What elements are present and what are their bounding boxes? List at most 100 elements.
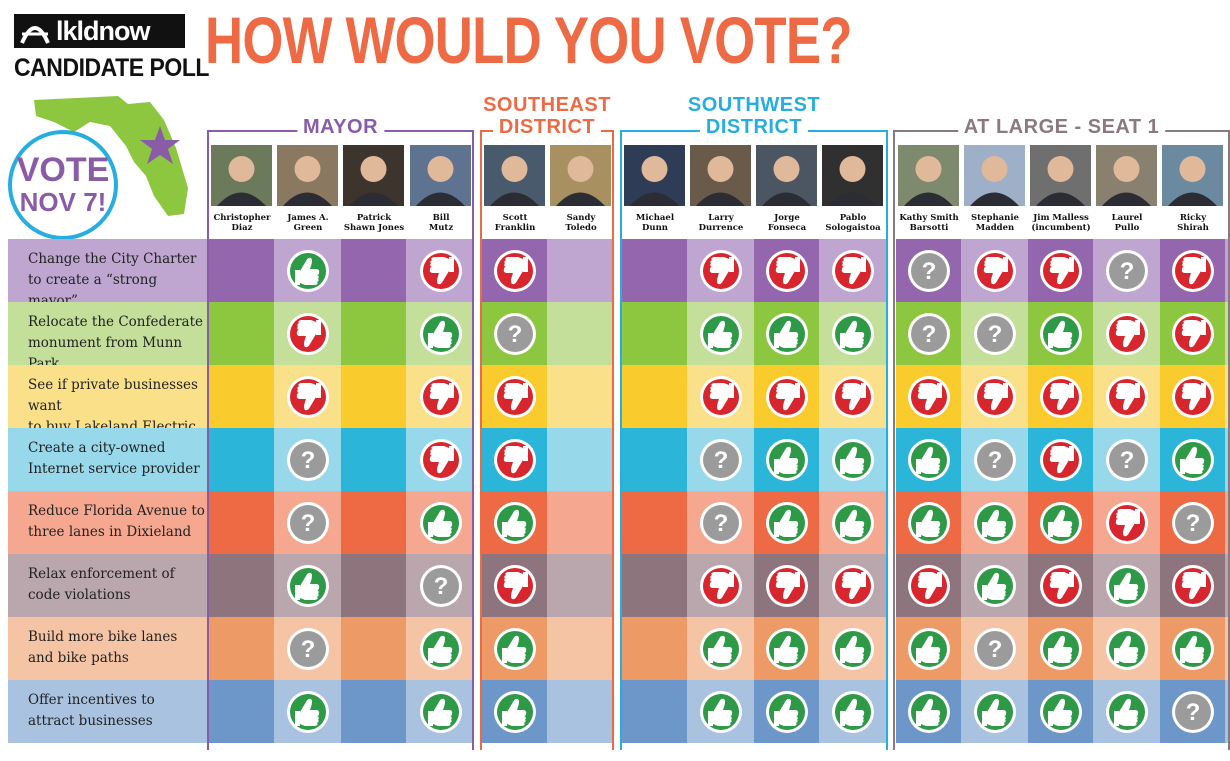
question-icon: ? (1171, 690, 1214, 733)
candidate-name: Stephanie Madden (971, 213, 1019, 233)
question-icon: ? (419, 564, 462, 607)
thumbs-down-icon (1039, 564, 1082, 607)
candidate-name: Patrick Shawn Jones (343, 213, 405, 233)
candidate-photo (822, 145, 883, 206)
table-cell (209, 491, 274, 554)
thumbs-down-icon (493, 375, 536, 418)
thumbs-up-icon (699, 627, 742, 670)
thumbs-up-icon (907, 627, 950, 670)
question-icon: ? (493, 312, 536, 355)
thumbs-up-icon (831, 438, 874, 481)
thumbs-up-icon (1039, 690, 1082, 733)
thumbs-up-icon (286, 249, 329, 292)
table-cell (209, 428, 274, 491)
table-cell (622, 365, 687, 428)
candidate-name: Scott Franklin (494, 213, 536, 233)
thumbs-down-icon (1039, 249, 1082, 292)
thumbs-down-icon (907, 375, 950, 418)
thumbs-up-icon (699, 690, 742, 733)
thumbs-down-icon (286, 375, 329, 418)
thumbs-down-icon (419, 438, 462, 481)
svg-text:?: ? (921, 321, 936, 348)
question-label-line: See if private businesses want (28, 377, 198, 414)
thumbs-up-icon (419, 690, 462, 733)
group-title: SOUTHEAST DISTRICT (483, 94, 611, 138)
group-gap (614, 239, 622, 743)
question-label: Create a city-owned Internet service prov… (28, 438, 208, 480)
vote-badge-date: NOV 7! (19, 187, 107, 217)
question-icon: ? (973, 312, 1016, 355)
svg-text:?: ? (713, 447, 728, 474)
question-icon: ? (699, 438, 742, 481)
group-title: SOUTHWEST DISTRICT (687, 94, 821, 138)
candidate-photo (624, 145, 685, 206)
svg-text:?: ? (300, 510, 315, 537)
question-label-line: Relax enforcement of (28, 566, 175, 582)
thumbs-up-icon (1105, 627, 1148, 670)
question-icon: ? (286, 627, 329, 670)
question-label-line: Create a city-owned (28, 440, 166, 456)
thumbs-down-icon (907, 564, 950, 607)
svg-text:?: ? (987, 321, 1002, 348)
candidate-name: Ricky Shirah (1177, 213, 1209, 233)
candidate-name: Larry Durrence (698, 213, 744, 233)
table-cell (622, 302, 687, 365)
thumbs-down-icon (765, 375, 808, 418)
thumbs-up-icon (973, 501, 1016, 544)
question-label: Reduce Florida Avenue to three lanes in D… (28, 501, 208, 543)
table-cell (622, 239, 687, 302)
candidate-photo (756, 145, 817, 206)
thumbs-up-icon (765, 690, 808, 733)
table-cell (622, 617, 687, 680)
thumbs-up-icon (907, 501, 950, 544)
candidate-photo (964, 145, 1025, 206)
table-cell (209, 554, 274, 617)
thumbs-down-icon (1105, 375, 1148, 418)
thumbs-down-icon (419, 249, 462, 292)
table-cell (209, 617, 274, 680)
question-label-line: attract businesses (28, 713, 153, 729)
group-title: MAYOR (296, 116, 385, 138)
star-icon (140, 126, 180, 164)
logo-text: lkldnow (56, 16, 150, 46)
question-icon: ? (973, 438, 1016, 481)
thumbs-down-icon (493, 249, 536, 292)
candidate-photo (1162, 145, 1223, 206)
thumbs-up-icon (1171, 627, 1214, 670)
thumbs-down-icon (493, 438, 536, 481)
svg-text:?: ? (713, 510, 728, 537)
question-label-line: Change the City Charter (28, 251, 197, 267)
candidate-name: Christopher Diaz (213, 213, 271, 233)
thumbs-up-icon (831, 501, 874, 544)
thumbs-down-icon (1171, 564, 1214, 607)
thumbs-down-icon (1039, 438, 1082, 481)
candidate-photo (343, 145, 404, 206)
candidate-photo (898, 145, 959, 206)
thumbs-up-icon (907, 690, 950, 733)
svg-text:?: ? (987, 636, 1002, 663)
question-icon: ? (907, 249, 950, 292)
svg-text:?: ? (433, 573, 448, 600)
thumbs-down-icon (765, 564, 808, 607)
thumbs-up-icon (973, 690, 1016, 733)
thumbs-up-icon (493, 501, 536, 544)
table-cell (209, 239, 274, 302)
svg-text:?: ? (507, 321, 522, 348)
candidate-name: Michael Dunn (635, 213, 675, 233)
thumbs-down-icon (699, 375, 742, 418)
thumbs-down-icon (699, 564, 742, 607)
question-icon: ? (699, 501, 742, 544)
lkldnow-logo[interactable]: lkldnow (14, 14, 185, 48)
candidate-photo (410, 145, 471, 206)
table-cell (341, 680, 406, 743)
thumbs-down-icon (1171, 312, 1214, 355)
candidate-name: Bill Mutz (428, 213, 454, 233)
candidate-photo (277, 145, 338, 206)
question-icon: ? (1171, 501, 1214, 544)
candidate-photo (1030, 145, 1091, 206)
question-label-line: Relocate the Confederate (28, 314, 203, 330)
thumbs-up-icon (765, 627, 808, 670)
thumbs-down-icon (699, 249, 742, 292)
group-gap (474, 239, 482, 743)
question-label-line: Build more bike lanes (28, 629, 178, 645)
